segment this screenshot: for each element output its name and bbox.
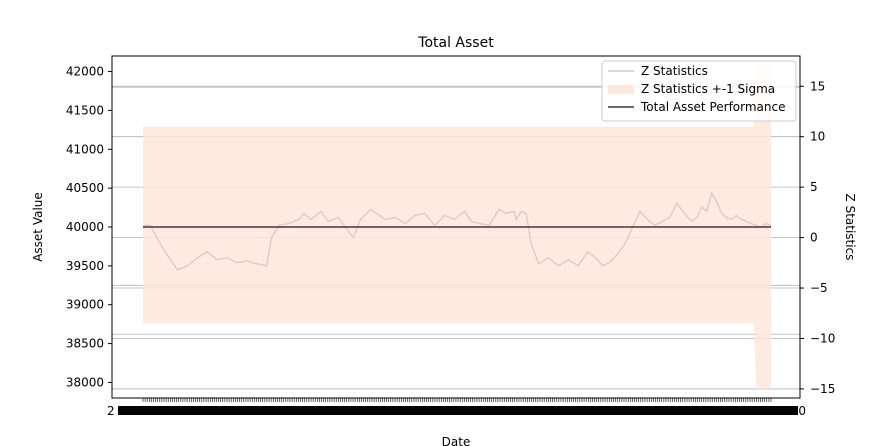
y-tick-label: 40000 <box>66 220 104 234</box>
legend-swatch-sigma-band <box>608 85 634 94</box>
x-tick-labels-overlap <box>118 406 798 415</box>
x-tick-label-first: 2 <box>107 404 115 418</box>
y-tick-label: 42000 <box>66 65 104 79</box>
legend-label-z-statistics: Z Statistics <box>641 64 708 78</box>
y2-axis-title: Z Statistics <box>843 194 857 261</box>
x-axis: 2 50 <box>107 398 806 418</box>
y-tick-label: 38500 <box>66 337 104 351</box>
legend-label-sigma-band: Z Statistics +-1 Sigma <box>641 82 775 96</box>
legend: Z Statistics Z Statistics +-1 Sigma Tota… <box>601 60 797 122</box>
y-tick-label: 40500 <box>66 181 104 195</box>
y-tick-label: 41500 <box>66 103 104 117</box>
y-tick-label: 41000 <box>66 142 104 156</box>
y-axis-left: 38000 38500 39000 39500 40000 40500 41000 41500… <box>66 65 112 389</box>
series-line-z-statistics <box>143 191 772 271</box>
y2-tick-label: −10 <box>810 331 835 345</box>
x-tick-label-last: 50 <box>791 404 806 418</box>
x-ticks <box>142 398 772 402</box>
y2-tick-label: 10 <box>810 130 825 144</box>
y-tick-label: 39000 <box>66 298 104 312</box>
y-tick-label: 39500 <box>66 259 104 273</box>
y2-tick-label: 0 <box>810 231 818 245</box>
legend-box <box>601 60 797 122</box>
chart-title: Total Asset <box>417 35 494 51</box>
y2-tick-label: −5 <box>810 281 828 295</box>
y-tick-label: 38000 <box>66 375 104 389</box>
series-lines <box>143 191 772 271</box>
sigma-band <box>143 61 771 389</box>
y-axis-title: Asset Value <box>31 192 45 262</box>
y2-tick-label: 5 <box>810 180 818 194</box>
x-axis-title: Date <box>442 435 471 446</box>
series-area-sigma-band <box>143 61 771 389</box>
legend-label-total-asset: Total Asset Performance <box>640 100 786 114</box>
y2-tick-label: 15 <box>810 79 825 93</box>
y-axis-right: −15 −10 −5 0 5 10 15 <box>800 79 835 396</box>
y2-tick-label: −15 <box>810 382 835 396</box>
